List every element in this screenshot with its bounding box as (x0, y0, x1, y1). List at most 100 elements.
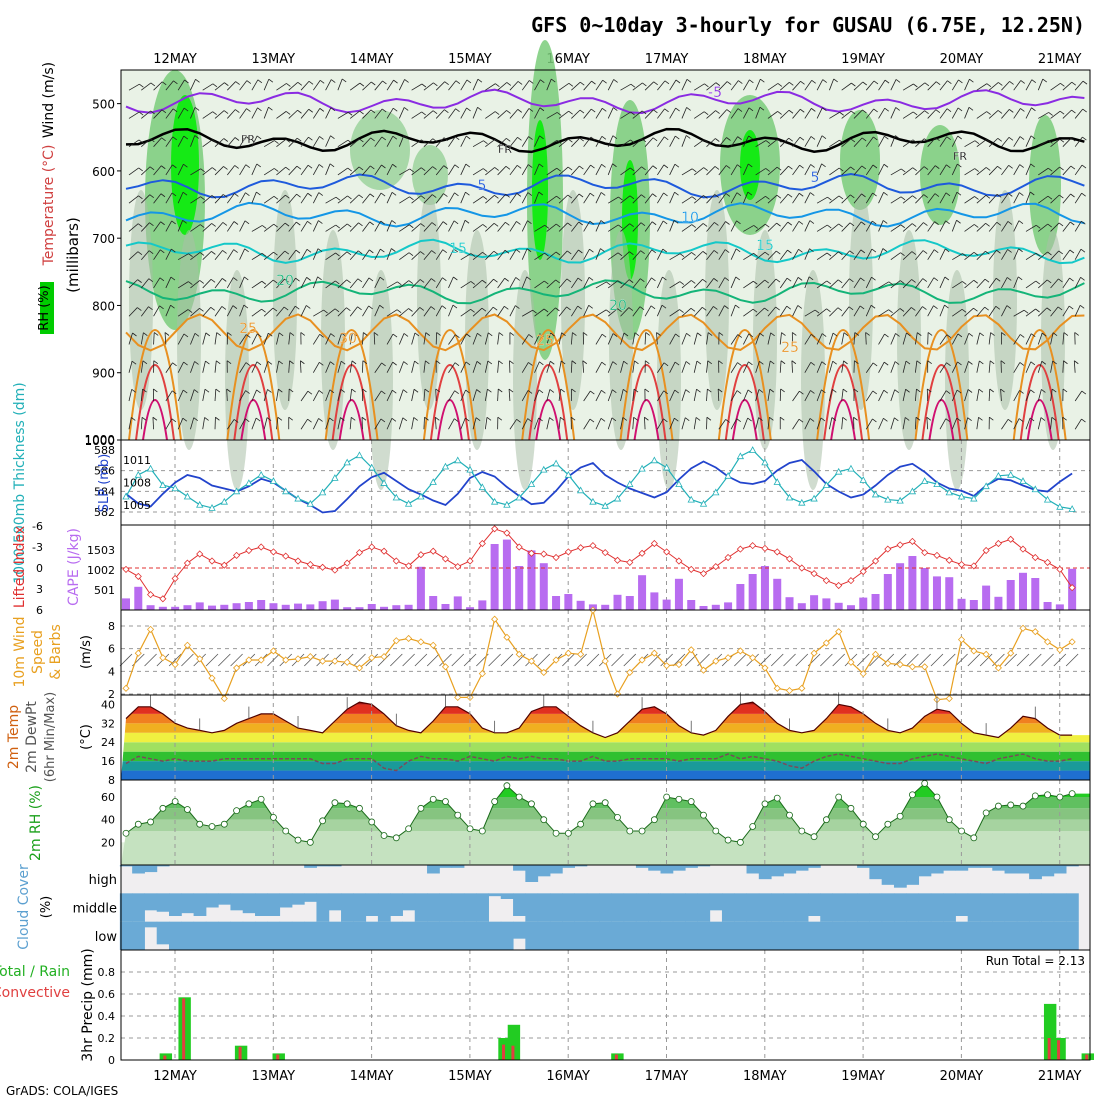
cloud-cover-bar (661, 893, 674, 921)
temperature-band (121, 704, 1090, 713)
cloud-cover-bar (194, 922, 207, 950)
cloud-cover-bar (759, 893, 772, 921)
cloud-cover-bar (894, 865, 907, 888)
cape-bar (1019, 573, 1027, 610)
rh2m-axis-label: 2m RH (%) (28, 785, 44, 861)
cloud-cover-bar (808, 922, 821, 950)
date-label-bottom: 14MAY (350, 1069, 394, 1084)
cloud-cover-bar (820, 922, 833, 950)
wind-speed-marker (135, 650, 141, 656)
wind-speed-marker (320, 658, 326, 664)
cloud-cover-bar (452, 893, 465, 921)
lifted-index-marker (946, 557, 952, 563)
cloud-cover-bar (181, 922, 194, 950)
cape-bar (368, 604, 376, 610)
pressure-tick-label: 800 (92, 299, 115, 313)
cloud-cover-bar (980, 922, 993, 950)
surface-wind-barb (931, 654, 943, 666)
cape-bar (859, 598, 867, 610)
cloud-cover-bar (857, 893, 870, 921)
cloud-cover-bar (992, 922, 1005, 950)
cloud-cover-bar (292, 893, 305, 904)
cloud-cover-bar (734, 922, 747, 950)
surface-wind-barb (833, 654, 845, 666)
date-label-bottom: 12MAY (153, 1069, 197, 1084)
rh-marker (258, 796, 264, 802)
cloud-cover-bar (845, 922, 858, 950)
wind-speed-marker (295, 656, 301, 662)
cloud-cover-bar (771, 922, 784, 950)
cape-bar (687, 600, 695, 610)
rh-marker (406, 826, 412, 832)
cloud-cover-bar (476, 893, 489, 921)
lifted-index-marker (590, 543, 596, 549)
wind-speed-marker (909, 664, 915, 670)
cloud-cover-bar (353, 922, 366, 950)
cloud-cover-bar (906, 865, 919, 885)
cloud-cover-bar (157, 922, 170, 945)
rh-marker (467, 826, 473, 832)
thickness-marker (406, 501, 412, 507)
rh-marker (184, 806, 190, 812)
rh-marker (528, 801, 534, 807)
cloud-cover-bar (882, 922, 895, 950)
rh-contour-fill (705, 190, 729, 410)
contour-label: 25 (536, 333, 554, 349)
surface-wind-barb (231, 654, 243, 666)
cloud-cover-bar (1066, 922, 1079, 950)
rh-band (121, 808, 1090, 819)
precip-tick-label: 0.4 (98, 1010, 116, 1023)
rh-marker (873, 834, 879, 840)
cape-bar (134, 587, 142, 610)
cape-bar (994, 597, 1002, 610)
cloud-cover-bar (181, 893, 194, 913)
cape-bar (245, 602, 253, 610)
cloud-cover-bar (525, 922, 538, 950)
contour-label: FR (953, 150, 967, 163)
lifted-index-marker (959, 562, 965, 568)
cloud-cover-bar (574, 922, 587, 950)
contour-label: 20 (609, 298, 627, 314)
cloud-cover-bar (267, 893, 280, 916)
cloud-cover-bar (316, 922, 329, 950)
cloud-cover-bar (906, 893, 919, 921)
wind-speed-marker (946, 696, 952, 702)
contour-label: FR (498, 143, 512, 156)
rh-marker (897, 813, 903, 819)
lifted-index-marker (774, 549, 780, 555)
rh-marker (836, 794, 842, 800)
cloud-cover-bar (894, 922, 907, 950)
thickness-marker (184, 494, 190, 500)
precip-convective-bar (502, 1045, 505, 1060)
rh-band (121, 820, 1090, 831)
rh-marker (356, 805, 362, 811)
cloud-cover-bar (1005, 865, 1018, 874)
cloud-cover-bar (661, 865, 674, 874)
cloud-cover-bar (280, 922, 293, 950)
wind-speed-marker (123, 685, 129, 691)
cloud-cover-bar (661, 922, 674, 950)
cloud-cover-bar (894, 893, 907, 921)
cloud-cover-bar (869, 865, 882, 879)
rh-marker (676, 796, 682, 802)
thickness-marker (848, 466, 854, 472)
thickness-marker (197, 502, 203, 508)
cloud-cover-bar (169, 893, 182, 916)
cape-bar (675, 579, 683, 610)
surface-wind-barb (612, 654, 624, 666)
lifted-index-marker (836, 583, 842, 589)
precip-tick-label: 0.6 (98, 988, 116, 1001)
lifted-index-marker (897, 542, 903, 548)
precip-convective-bar (1085, 1055, 1088, 1061)
temperature-band (121, 714, 1090, 723)
lifted-index-marker (1057, 566, 1063, 572)
surface-wind-barb (992, 654, 1004, 666)
cape-bar (441, 604, 449, 610)
rh-marker (344, 801, 350, 807)
cape-bar (122, 598, 130, 610)
cloud-cover-bar (378, 922, 391, 950)
wind-speed-marker (602, 658, 608, 664)
cloud-cover-bar (722, 922, 735, 950)
cloud-cover-bar (1005, 922, 1018, 950)
temperature-tick-label: 24 (101, 736, 115, 749)
